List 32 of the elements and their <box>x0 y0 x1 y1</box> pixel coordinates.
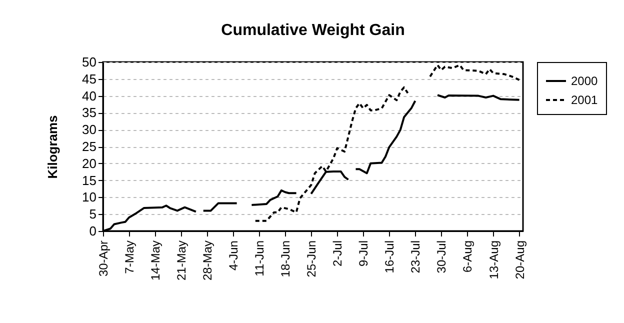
y-tick-label: 45 <box>82 71 96 86</box>
y-tick-label: 15 <box>82 172 96 188</box>
x-tick-label: 25-Jun <box>304 240 319 278</box>
x-tick-label: 4-Jun <box>226 240 241 271</box>
y-tick-label: 40 <box>82 88 96 104</box>
y-tick-label: 25 <box>82 139 96 154</box>
legend-label: 2000 <box>571 74 598 88</box>
x-tick-label: 18-Jun <box>278 240 293 278</box>
x-tick-label: 28-May <box>200 240 215 281</box>
x-tick-label: 14-May <box>148 240 163 281</box>
x-tick-label: 7-May <box>122 240 137 274</box>
x-tick-label: 9-Jul <box>356 240 371 267</box>
x-tick-label: 23-Jul <box>408 240 423 274</box>
x-tick-label: 21-May <box>174 240 189 281</box>
x-tick-label: 30-Jul <box>434 240 449 274</box>
y-tick-label: 50 <box>82 54 96 70</box>
y-tick-label: 0 <box>89 224 96 238</box>
y-tick-label: 20 <box>82 156 96 171</box>
y-tick-label: 30 <box>82 122 96 138</box>
x-tick-label: 16-Jul <box>382 240 397 274</box>
x-tick-label: 13-Aug <box>486 240 501 280</box>
chart-title: Cumulative Weight Gain <box>221 22 405 39</box>
legend-label: 2001 <box>571 93 598 107</box>
y-tick-label: 35 <box>82 105 96 120</box>
y-axis-title: Kilograms <box>45 115 60 179</box>
x-tick-label: 11-Jun <box>252 240 267 276</box>
x-tick-label: 20-Aug <box>512 240 527 280</box>
x-tick-label: 30-Apr <box>96 240 110 277</box>
y-tick-label: 10 <box>82 190 96 205</box>
x-tick-label: 6-Aug <box>460 240 475 273</box>
y-tick-label: 5 <box>89 206 96 222</box>
x-tick-label: 2-Jul <box>330 240 345 267</box>
